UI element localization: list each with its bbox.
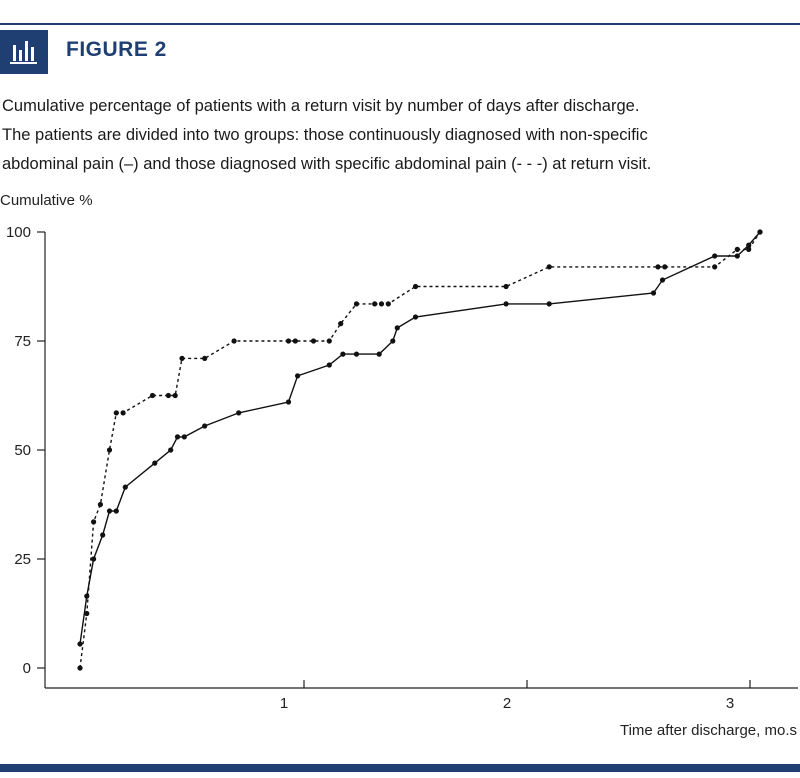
- data-point: [77, 665, 83, 671]
- x-axis-label: Time after discharge, mo.s: [620, 722, 797, 739]
- data-point: [378, 301, 385, 307]
- data-point: [746, 246, 752, 252]
- x-tick-label: 1: [280, 695, 288, 712]
- figure-label: FIGURE 2: [66, 38, 167, 61]
- data-point: [91, 519, 97, 525]
- data-point: [385, 301, 391, 307]
- y-axis-label: Cumulative %: [0, 192, 93, 209]
- y-tick-label: 75: [14, 333, 31, 350]
- data-point: [712, 264, 718, 270]
- series-line-specific-pain: [79, 231, 761, 669]
- data-point: [236, 410, 242, 416]
- bar-chart-icon: [0, 30, 48, 74]
- data-point: [412, 283, 419, 290]
- y-tick-label: 100: [6, 224, 31, 241]
- data-point: [376, 351, 382, 357]
- data-point: [503, 301, 509, 307]
- x-tick-label: 2: [503, 695, 511, 712]
- y-tick-label: 50: [14, 442, 31, 459]
- data-point: [412, 314, 419, 320]
- caption-line: Cumulative percentage of patients with a…: [2, 97, 640, 115]
- data-point: [295, 373, 301, 379]
- data-point: [120, 410, 126, 416]
- data-point: [712, 253, 718, 259]
- data-point: [372, 301, 378, 307]
- data-point: [285, 338, 292, 344]
- data-point: [100, 532, 106, 538]
- data-point: [353, 351, 360, 357]
- data-point: [231, 338, 237, 344]
- caption-line: abdominal pain (–) and those diagnosed w…: [2, 155, 652, 173]
- data-point: [202, 355, 208, 361]
- chart-series: [77, 229, 763, 671]
- data-point: [77, 641, 83, 647]
- data-point: [285, 399, 292, 405]
- y-tick-label: 25: [14, 551, 31, 568]
- data-point: [757, 229, 763, 235]
- data-point: [655, 264, 661, 270]
- x-tick-label: 3: [726, 695, 734, 712]
- header-rule: [0, 23, 800, 25]
- figure-caption: Cumulative percentage of patients with a…: [2, 92, 792, 179]
- data-point: [734, 246, 740, 252]
- chart-axes: 0 25 50 75 100 1 2 3: [6, 224, 798, 712]
- data-point: [165, 392, 171, 399]
- data-point: [650, 290, 657, 296]
- data-point: [662, 264, 668, 270]
- data-point: [546, 264, 552, 270]
- data-point: [113, 508, 119, 514]
- data-point: [152, 460, 158, 466]
- data-point: [394, 325, 400, 331]
- data-point: [97, 501, 103, 508]
- data-point: [338, 321, 344, 327]
- data-point: [659, 277, 666, 283]
- data-point: [91, 556, 97, 562]
- data-point: [84, 610, 90, 617]
- data-point: [106, 508, 113, 514]
- data-point: [202, 423, 208, 429]
- data-point: [390, 338, 396, 344]
- data-point: [326, 362, 332, 368]
- caption-line: The patients are divided into two groups…: [2, 126, 648, 144]
- data-point: [546, 301, 552, 307]
- cumulative-chart: 0 25 50 75 100 1 2 3 Cumulative % Time after di…: [0, 192, 798, 739]
- data-point: [168, 447, 174, 453]
- data-point: [310, 338, 317, 344]
- data-point: [734, 253, 740, 259]
- data-point: [326, 338, 332, 344]
- data-point: [174, 434, 181, 440]
- data-point: [172, 392, 178, 399]
- data-point: [179, 355, 185, 361]
- data-point: [353, 301, 360, 307]
- data-point: [113, 410, 119, 416]
- data-point: [181, 434, 187, 440]
- data-point: [149, 392, 156, 399]
- y-tick-label: 0: [23, 660, 31, 677]
- data-point: [292, 338, 298, 344]
- footer-rule: [0, 764, 800, 772]
- data-point: [340, 351, 346, 357]
- data-point: [503, 283, 509, 290]
- data-point: [122, 484, 128, 490]
- data-point: [106, 447, 113, 453]
